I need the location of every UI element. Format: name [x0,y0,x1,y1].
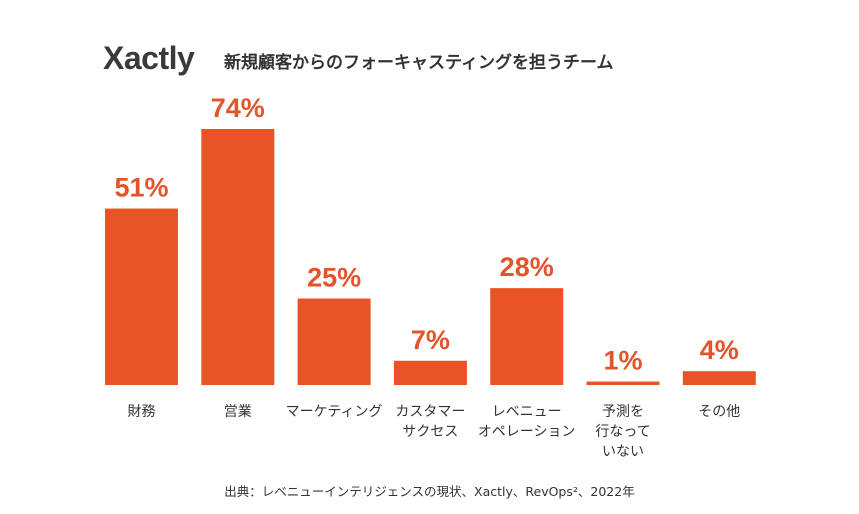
bar [105,208,178,385]
xactly-logo: Xactly [103,40,195,76]
category-label: 予測を 行なって いない [595,404,651,460]
bar [393,360,467,385]
data-label: 4% [700,335,739,365]
data-label: 51% [114,173,168,203]
bar [490,288,564,385]
chart-title: 新規顧客からのフォーキャスティングを担うチーム [224,53,614,73]
bar [297,298,371,385]
category-label: 営業 [223,404,252,420]
category-label: カスタマー サクセス [395,404,466,440]
bar [201,129,275,385]
category-label: マーケティング [285,404,383,420]
bar [586,381,660,385]
data-label: 25% [307,263,361,293]
data-label: 7% [411,325,450,355]
category-label: 財務 [127,404,156,420]
bar [682,371,756,385]
data-label: 74% [211,93,265,123]
category-label: その他 [698,404,741,420]
category-label: レベニュー オペレーション [477,404,576,440]
data-label: 1% [603,346,642,376]
source-note: 出典：レベニューインテリジェンスの現状、Xactly、RevOps²、2022年 [224,484,635,499]
data-label: 28% [500,252,554,282]
